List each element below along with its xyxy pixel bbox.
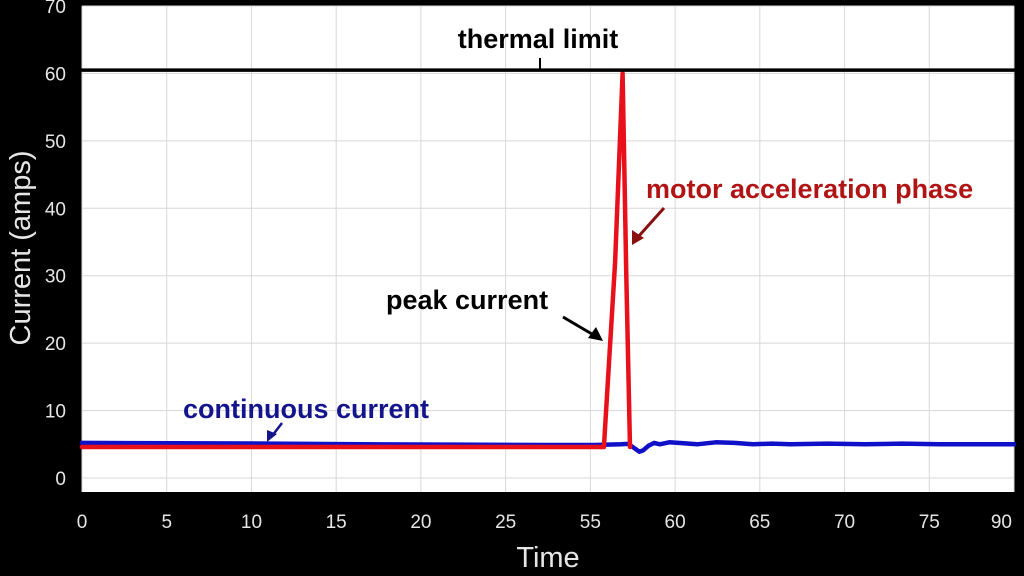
y-tick-label: 40 [45, 199, 66, 220]
y-tick-label: 60 [45, 64, 66, 85]
y-tick-label: 70 [45, 0, 66, 18]
x-tick-label: 90 [991, 512, 1012, 533]
continuous-current-label: continuous current [183, 394, 429, 424]
x-tick-label: 65 [749, 512, 770, 533]
x-tick-label: 75 [919, 512, 940, 533]
annotations: thermal limit peak current motor acceler… [183, 24, 973, 442]
tick-labels: 0 10 20 30 40 50 60 70 0 5 10 15 20 25 55 60 65 70 75 90 [45, 0, 1012, 533]
motor-acceleration-label: motor acceleration phase [646, 174, 973, 204]
y-tick-label: 20 [45, 334, 66, 355]
y-axis-title: Current (amps) [5, 151, 37, 346]
grid [81, 5, 1015, 492]
peak-current-arrowhead [588, 327, 603, 341]
peak-current-label: peak current [386, 285, 548, 315]
y-tick-label: 0 [55, 469, 66, 490]
y-tick-label: 10 [45, 402, 66, 423]
thermal-limit-label: thermal limit [458, 24, 619, 54]
x-axis-title: Time [516, 542, 579, 574]
x-tick-label: 25 [495, 512, 516, 533]
x-tick-label: 20 [410, 512, 431, 533]
x-tick-label: 5 [161, 512, 172, 533]
series-layer [79, 68, 1017, 454]
motor-acceleration-arrowhead [632, 230, 644, 245]
y-tick-label: 50 [45, 132, 66, 153]
x-tick-label: 15 [326, 512, 347, 533]
x-tick-label: 70 [834, 512, 855, 533]
x-tick-label: 55 [580, 512, 601, 533]
peak-series-line [79, 71, 633, 450]
x-tick-label: 60 [665, 512, 686, 533]
motor-acceleration-arrow [636, 206, 666, 239]
continuous-current-arrowhead [267, 430, 277, 442]
x-tick-label: 0 [77, 512, 88, 533]
x-tick-label: 10 [241, 512, 262, 533]
y-tick-label: 30 [45, 267, 66, 288]
